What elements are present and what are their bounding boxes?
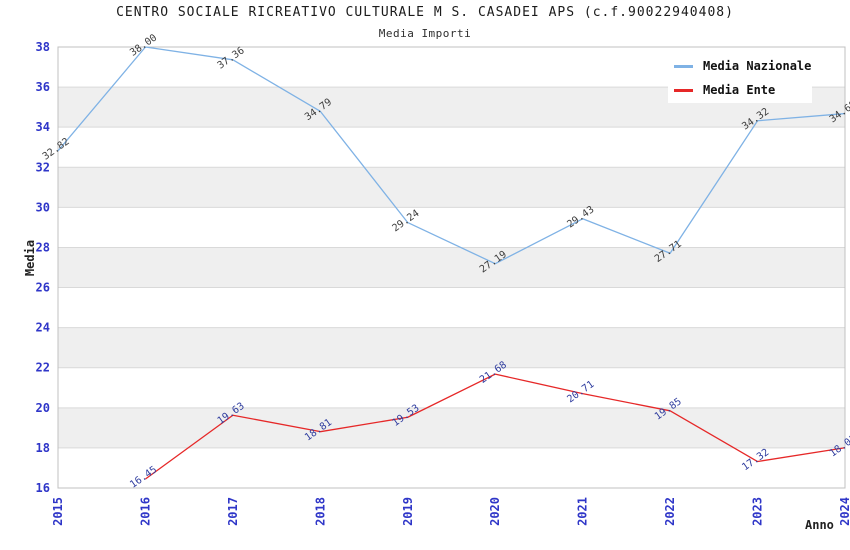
y-tick-label: 16 (36, 481, 50, 495)
x-tick-label: 2022 (663, 497, 677, 526)
y-tick-label: 36 (36, 80, 50, 94)
y-axis-title: Media (23, 239, 37, 277)
x-tick-label: 2016 (138, 497, 152, 526)
legend-line-swatch-nazionale-icon (674, 64, 693, 68)
x-tick-label: 2017 (226, 497, 240, 526)
chart-title: CENTRO SOCIALE RICREATIVO CULTURALE M S.… (116, 5, 734, 20)
band (58, 207, 845, 248)
legend: Media Nazionale Media Ente (668, 53, 812, 103)
gridlines (57, 46, 846, 489)
x-tick-label: 2015 (51, 497, 65, 526)
y-tick-label: 26 (36, 281, 50, 295)
y-tick-label: 38 (36, 40, 50, 54)
legend-label-media-nazionale: Media Nazionale (703, 59, 812, 73)
x-tick-label: 2020 (488, 497, 502, 526)
y-tick-label: 22 (36, 361, 50, 375)
band (58, 327, 845, 368)
x-tick-label: 2024 (838, 497, 850, 526)
x-tick-label: 2023 (751, 497, 765, 526)
y-tick-label: 34 (36, 120, 50, 134)
plot-border (57, 46, 846, 489)
legend-item-media-ente: Media Ente (674, 80, 812, 100)
legend-label-media-ente: Media Ente (703, 83, 776, 97)
band (58, 287, 845, 328)
band (58, 167, 845, 208)
band (58, 407, 845, 448)
y-tick-label: 18 (36, 441, 50, 455)
band (58, 247, 845, 288)
y-tick-label: 24 (36, 321, 50, 335)
line-media-ente (145, 373, 846, 480)
legend-line-swatch-ente-icon (674, 88, 693, 92)
plot-bands (58, 47, 845, 488)
y-tick-label: 20 (36, 401, 50, 415)
y-tick-label: 28 (36, 240, 50, 254)
x-axis-ticks: 2015 2016 2017 2018 2019 2020 2021 2022 2023 2024 (51, 497, 850, 526)
band (58, 127, 845, 168)
band (58, 367, 845, 408)
x-axis-title: Anno (805, 518, 834, 532)
legend-item-media-nazionale: Media Nazionale (674, 56, 812, 76)
y-tick-label: 32 (36, 160, 50, 174)
x-tick-label: 2019 (401, 497, 415, 526)
x-tick-label: 2018 (313, 497, 327, 526)
x-tick-label: 2021 (576, 497, 590, 526)
chart-subtitle: Media Importi (378, 27, 472, 40)
y-axis-ticks: 16 18 20 22 24 26 28 30 32 34 36 38 (36, 40, 50, 495)
y-tick-label: 30 (36, 200, 50, 214)
line-media-nazionale (57, 46, 846, 265)
band (58, 447, 845, 488)
